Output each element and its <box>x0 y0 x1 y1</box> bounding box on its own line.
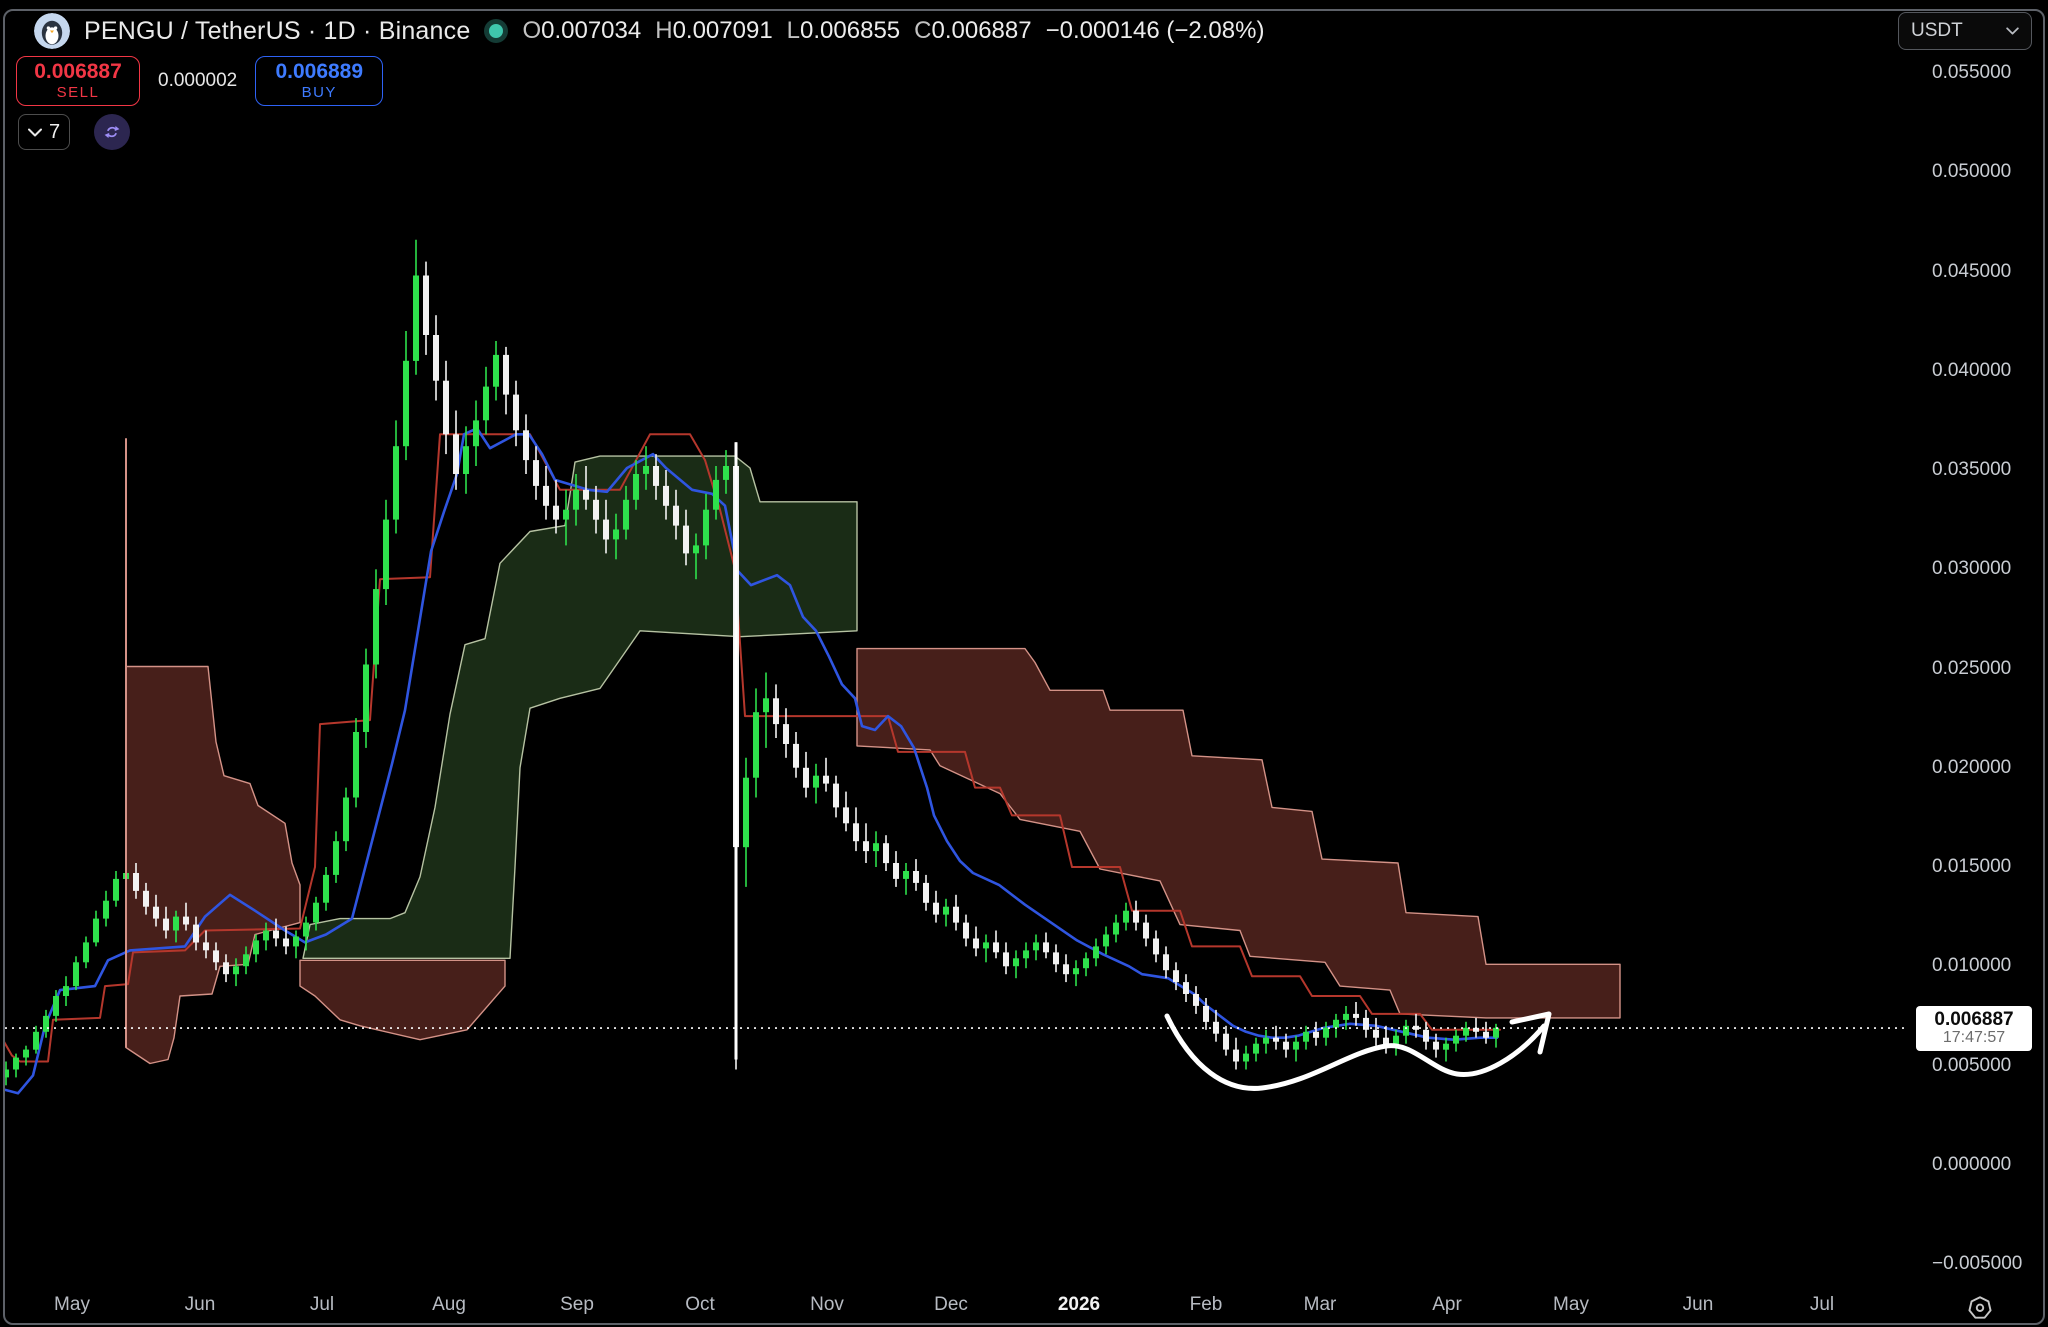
time-axis-label: Aug <box>432 1294 466 1315</box>
time-axis-label: May <box>54 1294 90 1315</box>
time-axis-label: Jun <box>1682 1294 1714 1315</box>
time-axis-label: Apr <box>1432 1294 1462 1315</box>
interval-dropdown[interactable]: 7 <box>18 114 70 150</box>
time-axis-label: Feb <box>1189 1294 1223 1315</box>
price-axis[interactable]: 0.055000 0.050000 0.045000 0.040000 0.035000… <box>1918 0 2044 1283</box>
price-axis-label: 0.020000 <box>1932 756 2012 778</box>
last-price-value: 0.006887 <box>1934 1009 2014 1031</box>
time-axis-settings-button[interactable] <box>1966 1294 1994 1322</box>
quote-currency-value: USDT <box>1911 20 1963 41</box>
symbol-title[interactable]: PENGU / TetherUS · 1D · Binance <box>84 16 471 45</box>
price-axis-label: 0.025000 <box>1932 657 2012 679</box>
time-axis[interactable]: May Jun Jul Aug Sep Oct Nov Dec 2026 Feb Mar Apr May… <box>0 1292 1918 1324</box>
price-axis-label: 0.055000 <box>1932 62 2012 83</box>
time-axis-label: Mar <box>1303 1294 1337 1315</box>
time-axis-label: Nov <box>810 1294 844 1315</box>
ohlc-item: O0.007034 <box>522 17 642 44</box>
price-axis-label: 0.005000 <box>1932 1054 2012 1076</box>
price-axis-label: 0.015000 <box>1932 856 2012 877</box>
bar-countdown: 17:47:57 <box>1942 1029 2006 1047</box>
interval-value: 7 <box>48 120 61 143</box>
buy-button[interactable]: 0.006889 BUY <box>255 56 384 106</box>
time-axis-label: Sep <box>560 1294 594 1315</box>
trade-panel: 0.006887 SELL 0.000002 0.006889 BUY <box>16 56 384 106</box>
buy-price: 0.006889 <box>275 60 364 84</box>
price-axis-label: 0.000000 <box>1932 1153 2012 1175</box>
ohlc-item: H0.007091 <box>655 17 773 44</box>
sell-price: 0.006887 <box>34 60 122 84</box>
time-axis-label: May <box>1553 1294 1589 1315</box>
pengu-logo-icon <box>34 13 70 49</box>
market-status-icon <box>484 19 509 43</box>
time-axis-label: 2026 <box>1057 1294 1101 1315</box>
spread-value: 0.000002 <box>158 70 238 91</box>
price-axis-label: 0.030000 <box>1932 558 2012 580</box>
price-axis-label: 0.040000 <box>1932 359 2012 381</box>
quote-currency-select[interactable]: USDT <box>1898 12 2032 50</box>
sell-button[interactable]: 0.006887 SELL <box>16 56 140 106</box>
ohlc-item: L0.006855 <box>786 17 901 44</box>
time-axis-label: Dec <box>934 1294 968 1315</box>
chevron-down-icon <box>2006 27 2019 35</box>
time-axis-label: Jun <box>184 1294 216 1315</box>
price-axis-label: 0.050000 <box>1932 161 2012 183</box>
ohlc-values: O0.007034 H0.007091 L0.006855 C0.006887 −0.0… <box>522 17 1264 45</box>
refresh-icon <box>104 126 120 138</box>
refresh-button[interactable] <box>94 114 130 150</box>
buy-label: BUY <box>301 84 337 102</box>
chart-header: PENGU / TetherUS · 1D · Binance O0.00703… <box>34 12 1264 50</box>
price-axis-label: 0.010000 <box>1932 955 2012 977</box>
chart-toolbar: 7 <box>18 114 130 150</box>
ohlc-item: C0.006887 <box>914 17 1032 44</box>
time-axis-label: Oct <box>685 1294 715 1315</box>
time-axis-label: Jul <box>309 1294 335 1315</box>
ohlc-item: −0.000146 (−2.08%) <box>1045 17 1265 44</box>
last-price-label: 0.006887 17:47:57 <box>1916 1006 2032 1052</box>
chevron-down-icon <box>27 128 42 136</box>
price-axis-label: 0.035000 <box>1932 459 2012 480</box>
time-axis-label: Jul <box>1809 1294 1835 1315</box>
price-axis-label: −0.005000 <box>1932 1253 2023 1274</box>
price-axis-label: 0.045000 <box>1932 260 2012 282</box>
sell-label: SELL <box>56 84 100 102</box>
